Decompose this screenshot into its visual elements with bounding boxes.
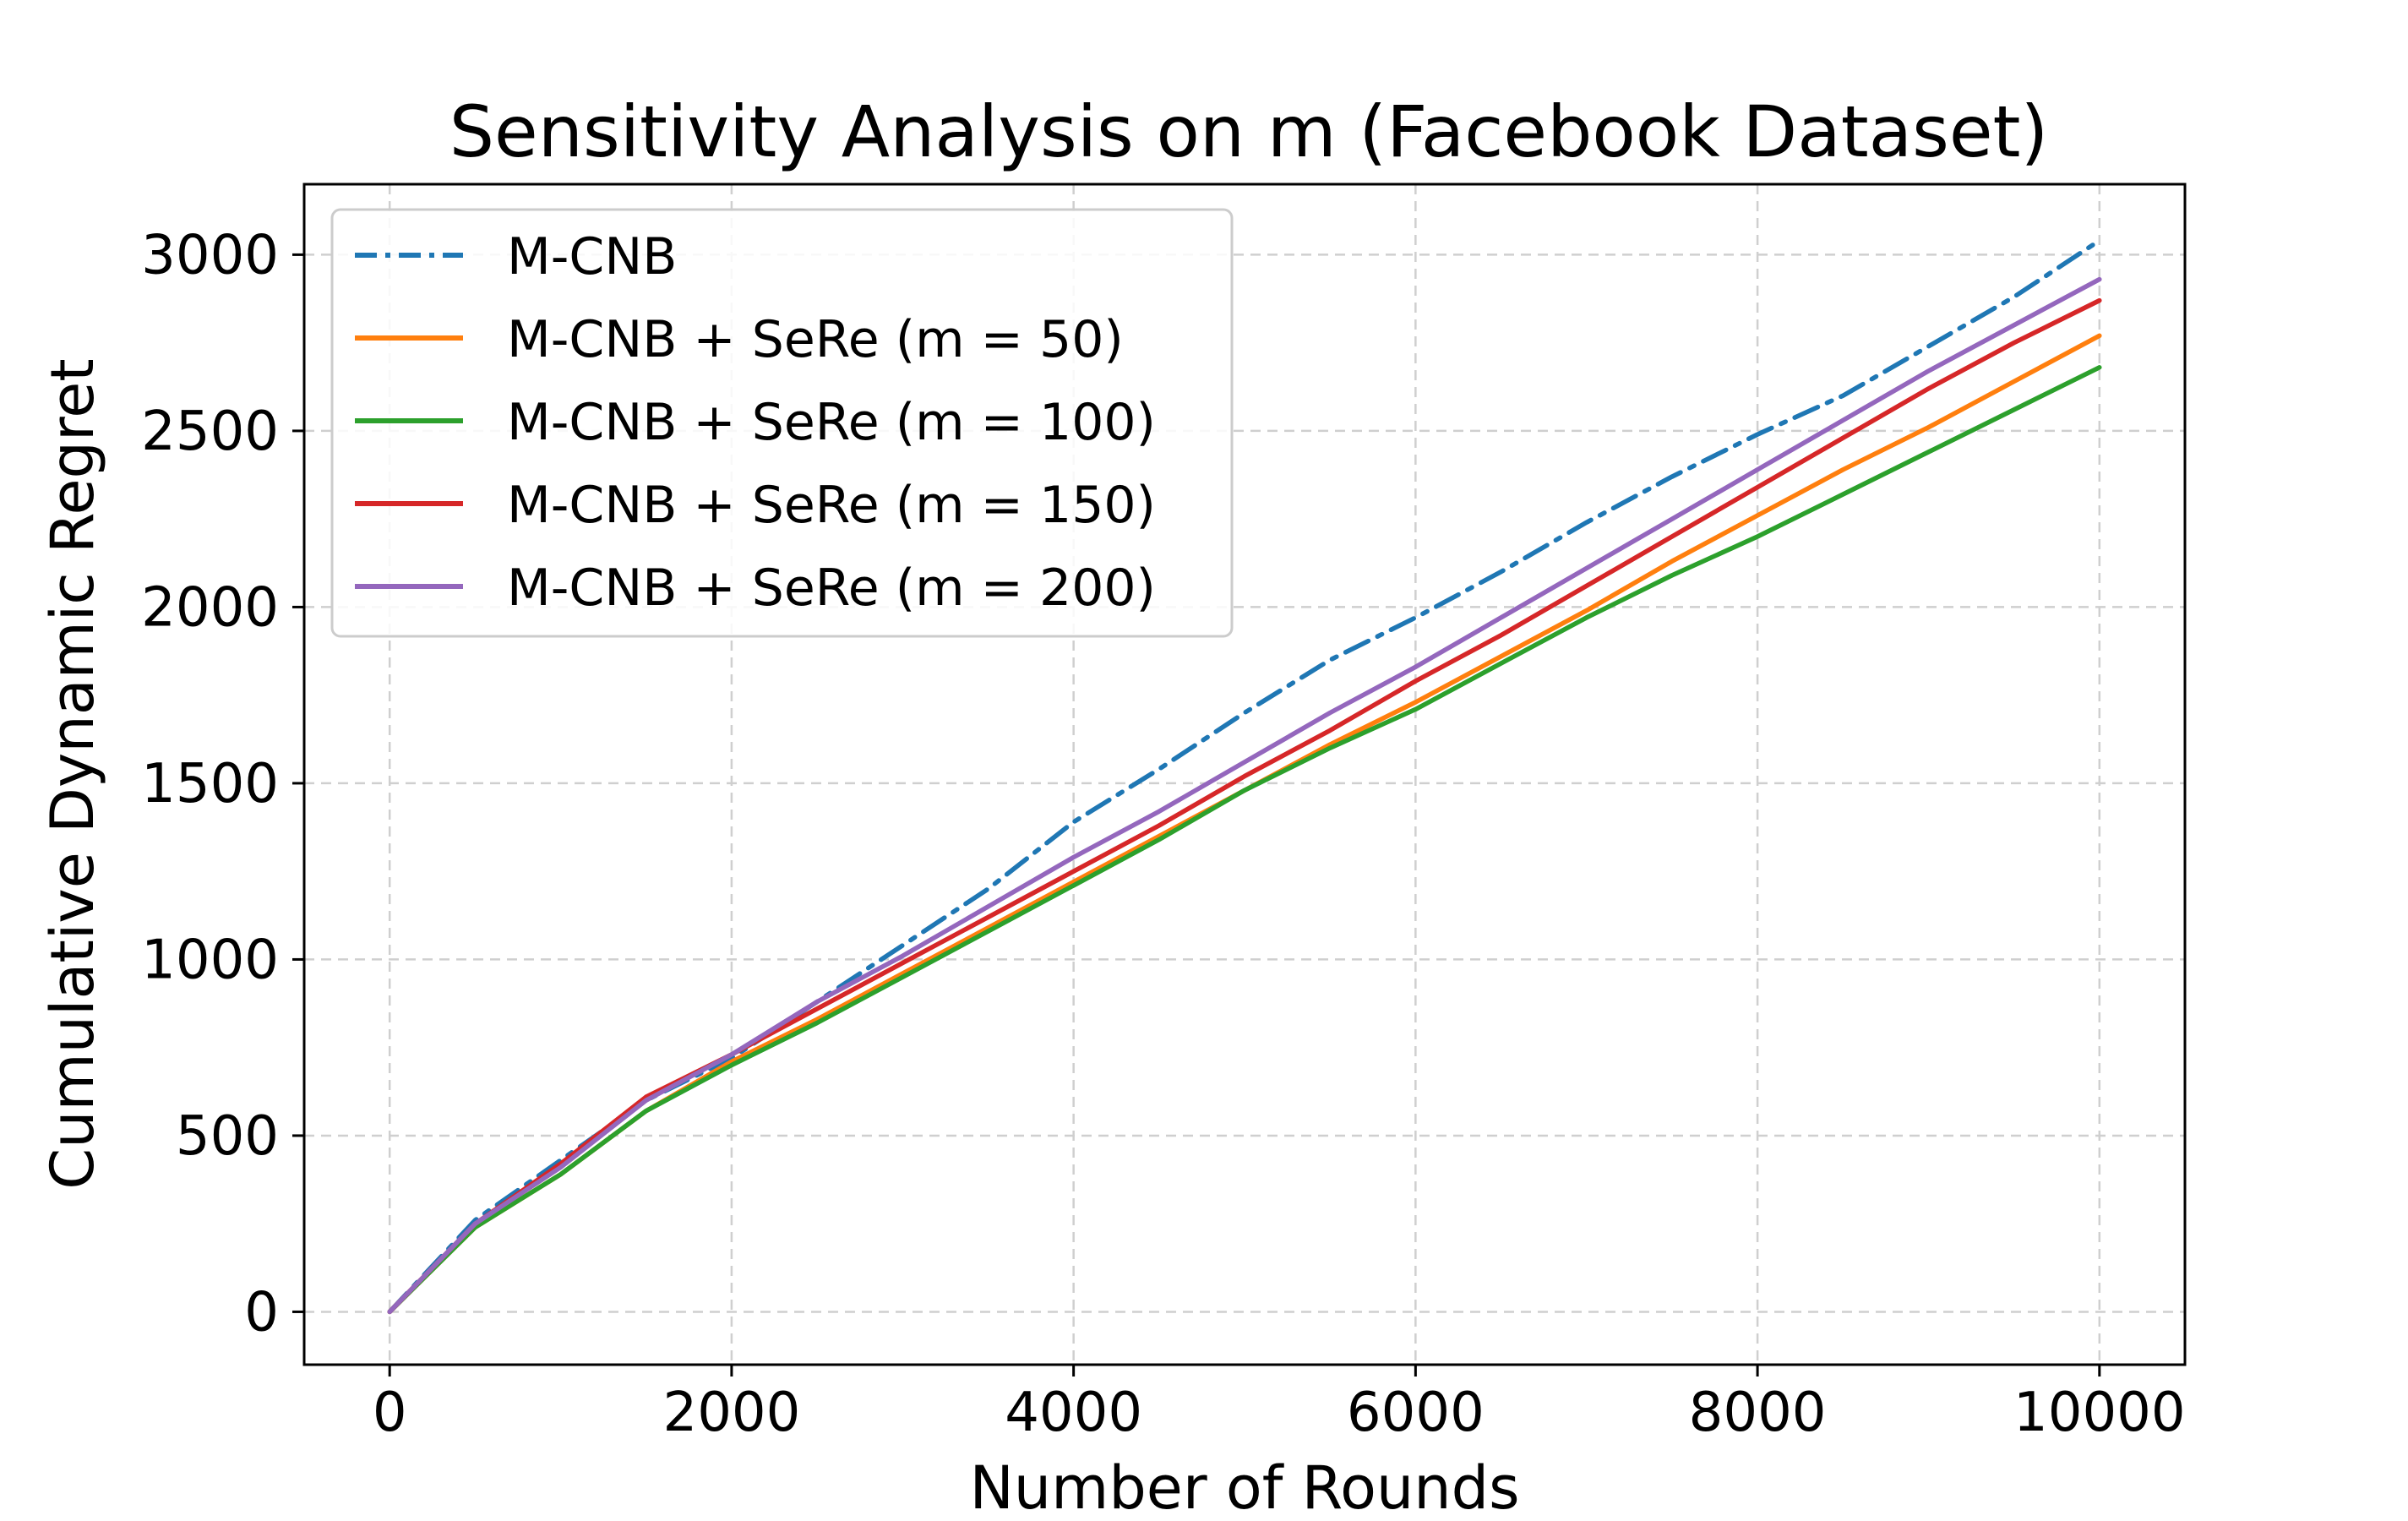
x-tick-label: 8000 xyxy=(1689,1382,1827,1444)
series-line-5 xyxy=(387,276,2102,1315)
ticks: 0 2000 4000 6000 8000 10000 0 500 1000 1500 2000 25… xyxy=(141,224,2185,1444)
y-tick-label: 3000 xyxy=(141,224,279,286)
series-group xyxy=(387,237,2102,1315)
legend-label-1: M-CNB xyxy=(507,227,677,286)
legend-label-5: M-CNB + SeRe (m = 200) xyxy=(507,559,1156,618)
y-tick-label: 2000 xyxy=(141,576,279,639)
x-tick-label: 6000 xyxy=(1347,1382,1485,1444)
y-tick-label: 1000 xyxy=(141,929,279,991)
x-tick-label: 4000 xyxy=(1005,1382,1142,1444)
y-tick-label: 1500 xyxy=(141,753,279,815)
plot-frame xyxy=(302,183,2187,1366)
legend: M-CNB M-CNB + SeRe (m = 50) M-CNB + SeRe (… xyxy=(330,208,1234,638)
x-tick-label: 10000 xyxy=(2013,1382,2186,1444)
legend-label-3: M-CNB + SeRe (m = 100) xyxy=(507,393,1156,452)
y-axis-label: Cumulative Dynamic Regret xyxy=(38,358,107,1190)
y-tick-label: 500 xyxy=(176,1105,279,1168)
x-axis-label: Number of Rounds xyxy=(969,1453,1519,1521)
y-tick-label: 2500 xyxy=(141,401,279,463)
legend-label-2: M-CNB + SeRe (m = 50) xyxy=(507,310,1124,369)
legend-label-4: M-CNB + SeRe (m = 150) xyxy=(507,476,1156,535)
x-tick-label: 2000 xyxy=(662,1382,800,1444)
y-tick-label: 0 xyxy=(244,1281,279,1344)
chart-title: Sensitivity Analysis on m (Facebook Data… xyxy=(449,90,2049,173)
legend-box xyxy=(330,208,1234,638)
x-tick-label: 0 xyxy=(373,1382,407,1444)
series-line-3 xyxy=(387,365,2102,1315)
